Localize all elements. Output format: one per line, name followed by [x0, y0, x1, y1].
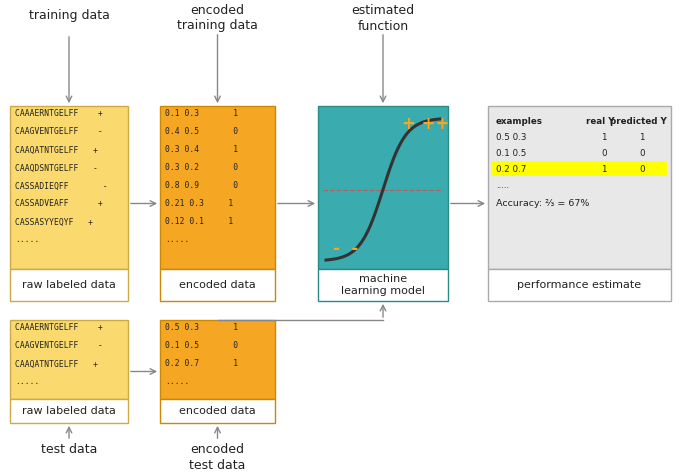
Text: 0.1 0.5: 0.1 0.5	[496, 149, 526, 158]
Text: encoded data: encoded data	[179, 406, 256, 416]
Text: .....: .....	[15, 377, 39, 387]
Text: 0.1 0.5       0: 0.1 0.5 0	[165, 341, 238, 350]
Text: 0.3 0.4       1: 0.3 0.4 1	[165, 146, 238, 155]
Text: CASSADIEQFF       -: CASSADIEQFF -	[15, 181, 108, 190]
Text: .....: .....	[15, 236, 39, 245]
Text: CASSADVEAFF      +: CASSADVEAFF +	[15, 199, 103, 208]
FancyBboxPatch shape	[318, 269, 448, 301]
Text: 0.2 0.7: 0.2 0.7	[496, 165, 526, 173]
Text: encoded
test data: encoded test data	[189, 443, 246, 472]
Text: Accuracy: ⅔ = 67%: Accuracy: ⅔ = 67%	[496, 198, 589, 208]
Text: 0.12 0.1     1: 0.12 0.1 1	[165, 218, 234, 227]
Text: -  -: - -	[334, 240, 359, 258]
Text: 0: 0	[601, 149, 607, 158]
FancyBboxPatch shape	[318, 106, 448, 269]
Text: CAAAERNTGELFF    +: CAAAERNTGELFF +	[15, 109, 103, 119]
Text: real Y: real Y	[586, 117, 614, 126]
Text: CAAQATNTGELFF   +: CAAQATNTGELFF +	[15, 146, 98, 155]
Text: 0: 0	[639, 149, 645, 158]
Text: CAAGVENTGELFF    -: CAAGVENTGELFF -	[15, 341, 103, 350]
Text: test data: test data	[41, 443, 97, 456]
Text: CASSASYYEQYF   +: CASSASYYEQYF +	[15, 218, 93, 227]
FancyBboxPatch shape	[10, 320, 128, 399]
FancyBboxPatch shape	[160, 399, 275, 423]
Text: machine
learning model: machine learning model	[341, 274, 425, 296]
Text: estimated
function: estimated function	[351, 3, 415, 32]
Text: 0.21 0.3     1: 0.21 0.3 1	[165, 199, 234, 208]
Text: raw labeled data: raw labeled data	[22, 406, 116, 416]
FancyBboxPatch shape	[488, 269, 671, 301]
Text: performance estimate: performance estimate	[518, 280, 642, 290]
FancyBboxPatch shape	[492, 161, 667, 176]
Text: .....: .....	[496, 180, 509, 189]
Text: 1: 1	[639, 132, 645, 141]
Text: 0: 0	[639, 165, 645, 173]
Text: 0.2 0.7       1: 0.2 0.7 1	[165, 359, 238, 368]
Text: CAAQDSNTGELFF   -: CAAQDSNTGELFF -	[15, 163, 98, 172]
Text: CAAAERNTGELFF    +: CAAAERNTGELFF +	[15, 324, 103, 333]
Text: 0.8 0.9       0: 0.8 0.9 0	[165, 181, 238, 190]
Text: 1: 1	[601, 165, 607, 173]
Text: CAAQATNTGELFF   +: CAAQATNTGELFF +	[15, 359, 98, 368]
Text: encoded data: encoded data	[179, 280, 256, 290]
Text: examples: examples	[496, 117, 543, 126]
Text: training data: training data	[29, 10, 110, 22]
Text: .....: .....	[165, 236, 189, 245]
Text: 0.1 0.3       1: 0.1 0.3 1	[165, 109, 238, 119]
FancyBboxPatch shape	[160, 269, 275, 301]
Text: CAAGVENTGELFF    -: CAAGVENTGELFF -	[15, 128, 103, 137]
FancyBboxPatch shape	[10, 269, 128, 301]
Text: raw labeled data: raw labeled data	[22, 280, 116, 290]
Text: 1: 1	[601, 132, 607, 141]
FancyBboxPatch shape	[160, 320, 275, 399]
Text: predicted Y: predicted Y	[609, 117, 667, 126]
Text: 0.3 0.2       0: 0.3 0.2 0	[165, 163, 238, 172]
Text: .....: .....	[165, 377, 189, 387]
FancyBboxPatch shape	[10, 106, 128, 269]
Text: 0.4 0.5       0: 0.4 0.5 0	[165, 128, 238, 137]
Text: 0.5 0.3: 0.5 0.3	[496, 132, 526, 141]
FancyBboxPatch shape	[160, 106, 275, 269]
Text: encoded
training data: encoded training data	[177, 3, 258, 32]
FancyBboxPatch shape	[10, 399, 128, 423]
Text: + ++: + ++	[402, 115, 449, 133]
FancyBboxPatch shape	[488, 106, 671, 269]
Text: 0.5 0.3       1: 0.5 0.3 1	[165, 324, 238, 333]
